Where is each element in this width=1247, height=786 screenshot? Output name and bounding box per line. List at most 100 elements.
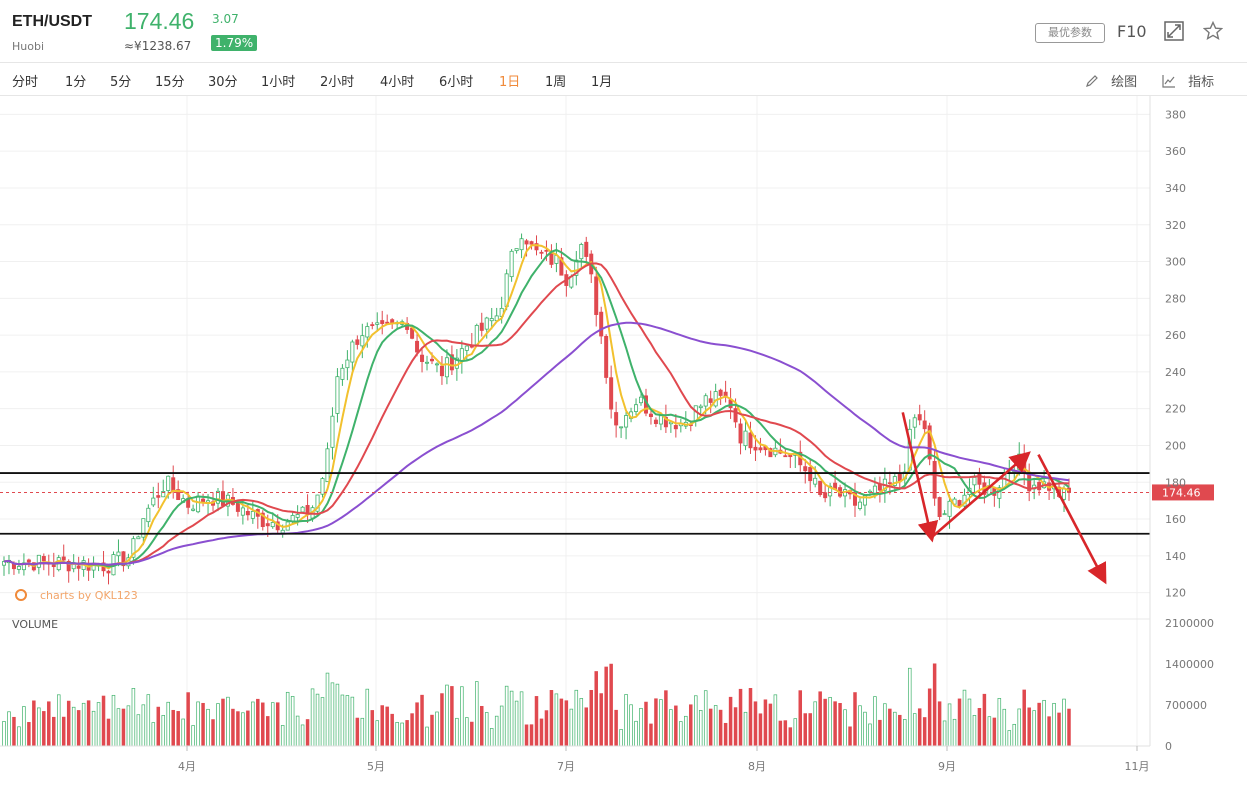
- volume-bar: [942, 720, 947, 747]
- volume-bar: [315, 693, 320, 747]
- volume-bar: [783, 720, 788, 747]
- candle-body: [36, 554, 41, 568]
- volume-bar: [116, 708, 121, 747]
- candle-body: [922, 420, 927, 430]
- volume-bar: [325, 672, 330, 747]
- candle-body: [743, 430, 748, 447]
- candle-body: [892, 476, 897, 486]
- volume-bar: [509, 690, 514, 747]
- candle-body: [365, 326, 370, 338]
- best-params-button[interactable]: 最优参数: [1035, 23, 1105, 43]
- tab-6h[interactable]: 6小时: [439, 75, 474, 90]
- ma-line-ma10: [3, 248, 1070, 568]
- volume-bar: [878, 719, 882, 747]
- y-tick-label: 260: [1165, 329, 1186, 342]
- y-tick-label: 360: [1165, 145, 1186, 158]
- candle-body: [320, 478, 325, 495]
- volume-bar: [171, 709, 175, 747]
- volume-bar: [644, 701, 648, 747]
- price-chart[interactable]: 174.46 120 140 160 180 200 220 240 260 280 300 320…: [0, 96, 1247, 786]
- tab-1h[interactable]: 1小时: [261, 75, 296, 90]
- y-tick-label: 140: [1165, 550, 1186, 563]
- candle-body: [828, 485, 833, 497]
- volume-bar: [1067, 708, 1071, 747]
- volume-bar: [151, 722, 156, 747]
- candle-body: [171, 477, 176, 492]
- tab-4h[interactable]: 4小时: [380, 75, 415, 90]
- volume-bar: [957, 698, 962, 747]
- candle-body: [21, 562, 26, 571]
- volume-bar: [743, 711, 748, 747]
- fullscreen-icon[interactable]: [1164, 21, 1184, 41]
- y-tick-label: 240: [1165, 366, 1186, 379]
- volume-bar: [111, 694, 116, 747]
- last-price: 174.46: [124, 8, 195, 34]
- volume-bar: [818, 691, 822, 747]
- f10-button[interactable]: F10: [1117, 22, 1147, 41]
- candle-body: [449, 354, 454, 371]
- candle-body: [131, 538, 136, 558]
- volume-bar: [156, 706, 161, 747]
- volume-bar: [664, 690, 668, 747]
- volume-bar: [1052, 702, 1056, 747]
- change-percent-badge: 1.79%: [211, 35, 258, 51]
- volume-bar: [967, 698, 972, 747]
- volume-bar: [405, 720, 409, 747]
- candle-body: [121, 551, 126, 567]
- volume-bar: [514, 700, 519, 747]
- volume-bar: [280, 725, 285, 747]
- volume-bar: [689, 704, 693, 747]
- favorite-star-icon[interactable]: [1203, 21, 1223, 41]
- draw-tool[interactable]: 绘图: [1085, 71, 1137, 90]
- indicator-tool[interactable]: 指标: [1162, 71, 1214, 90]
- x-tick-label: 4月: [178, 760, 196, 773]
- volume-bar: [320, 697, 325, 747]
- volume-bar: [42, 711, 46, 747]
- volume-bar: [370, 710, 375, 747]
- candle-body: [972, 477, 977, 486]
- candle-body: [887, 482, 892, 485]
- volume-bar: [629, 704, 633, 747]
- volume-bar: [504, 685, 509, 747]
- candle-body: [947, 500, 952, 517]
- volume-tick-label: 1400000: [1165, 658, 1214, 671]
- volume-bar: [275, 702, 280, 747]
- y-tick-label: 160: [1165, 513, 1186, 526]
- volume-bar: [176, 711, 180, 747]
- tab-15m[interactable]: 15分: [155, 75, 185, 90]
- volume-bar: [81, 702, 86, 747]
- candle-body: [420, 354, 425, 362]
- volume-bar: [599, 693, 603, 747]
- tab-2h[interactable]: 2小时: [320, 75, 355, 90]
- candle-body: [250, 511, 255, 519]
- volume-bar: [838, 703, 842, 747]
- candle-body: [151, 497, 156, 506]
- volume-bar: [470, 721, 474, 747]
- candle-body: [375, 322, 380, 325]
- tab-timeshare[interactable]: 分时: [12, 75, 39, 90]
- volume-bar: [290, 696, 295, 747]
- watermark-text: charts by QKL123: [40, 589, 138, 602]
- candle-body: [559, 257, 564, 276]
- volume-bar: [524, 724, 529, 747]
- volume-bar: [1062, 698, 1066, 747]
- volume-bar: [992, 717, 997, 747]
- candle-body: [479, 322, 484, 331]
- candle-body: [166, 475, 171, 491]
- tab-1w[interactable]: 1周: [545, 75, 567, 90]
- volume-bar: [927, 688, 932, 747]
- tab-1m[interactable]: 1分: [65, 75, 87, 90]
- volume-bar: [569, 708, 574, 747]
- volume-tick-label: 0: [1165, 740, 1172, 753]
- candle-body: [728, 399, 733, 409]
- volume-bar: [136, 714, 141, 747]
- candle-body: [260, 512, 265, 528]
- tab-1mo[interactable]: 1月: [591, 75, 613, 90]
- tab-30m[interactable]: 30分: [208, 75, 238, 90]
- volume-bar: [37, 707, 41, 747]
- candle-body: [26, 559, 31, 563]
- candle-body: [539, 251, 544, 254]
- volume-bar: [544, 710, 549, 747]
- tab-5m[interactable]: 5分: [110, 75, 132, 90]
- tab-1d[interactable]: 1日: [499, 75, 521, 90]
